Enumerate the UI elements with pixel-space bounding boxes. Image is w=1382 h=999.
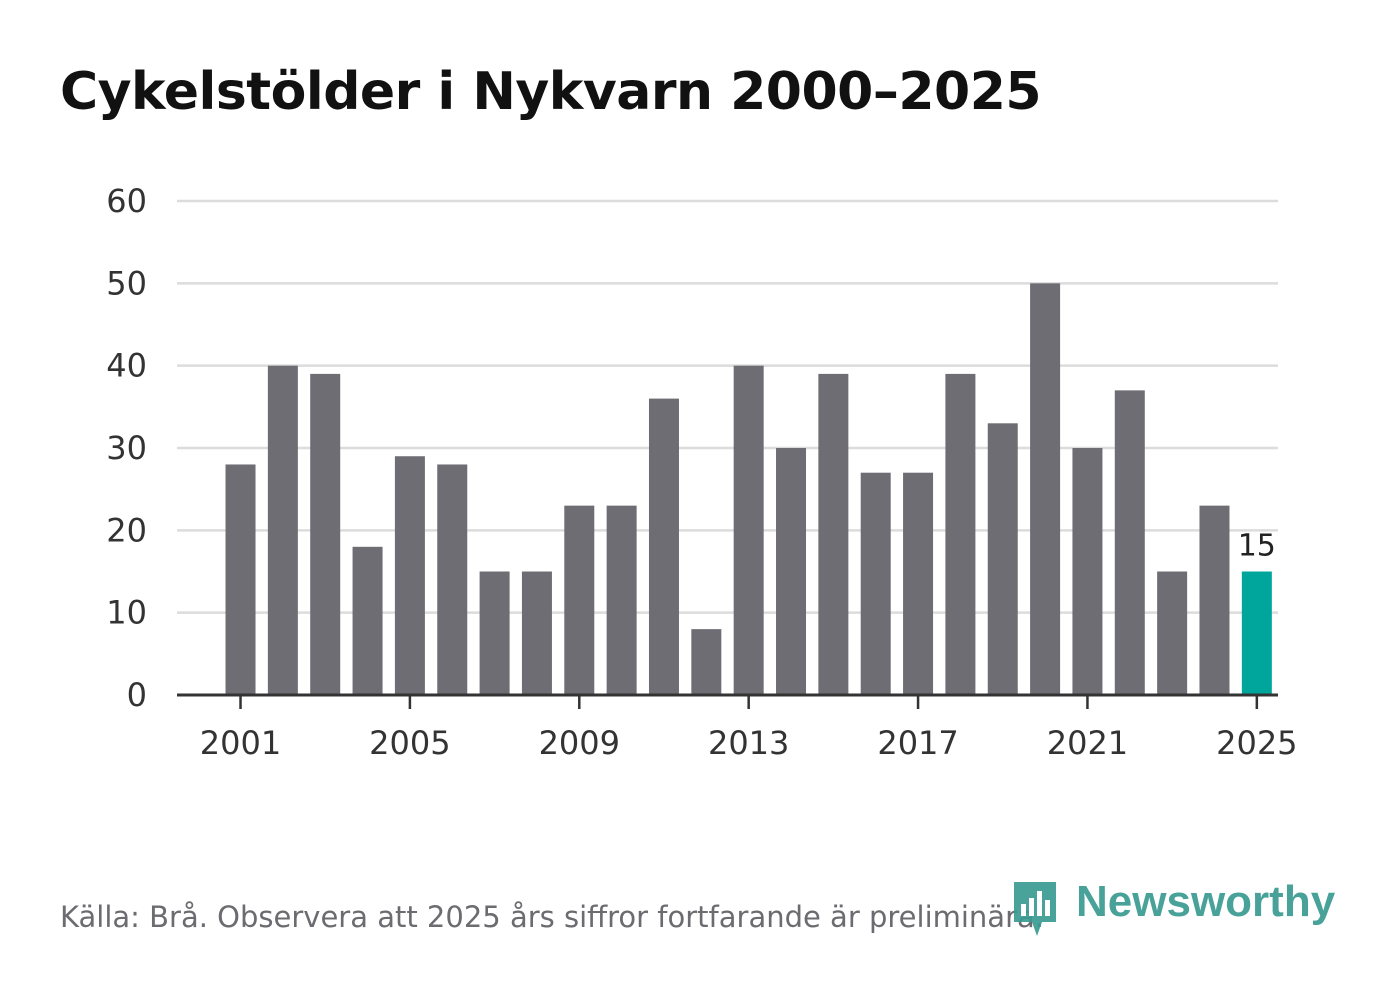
bar (1199, 505, 1230, 695)
y-tick-label: 60 (106, 182, 147, 220)
y-tick-label: 30 (106, 429, 147, 467)
bar (225, 464, 256, 695)
data-label: 15 (1238, 529, 1276, 564)
x-tick-label: 2025 (1216, 724, 1297, 762)
bar (1072, 448, 1103, 695)
bar (648, 398, 679, 695)
y-tick-label: 10 (106, 594, 147, 632)
bar (691, 629, 722, 695)
newsworthy-logo: Newsworthy (1010, 878, 1335, 940)
bar (987, 423, 1018, 695)
source-note: Källa: Brå. Observera att 2025 års siffr… (60, 900, 1044, 934)
bar (394, 456, 425, 695)
bar (733, 365, 764, 695)
bar (776, 448, 807, 695)
y-tick-label: 40 (106, 347, 147, 385)
bar (267, 365, 298, 695)
bar (818, 373, 849, 695)
x-tick-label: 2001 (200, 724, 281, 762)
bar (310, 373, 341, 695)
x-tick-label: 2017 (877, 724, 958, 762)
chart-title: Cykelstölder i Nykvarn 2000–2025 (60, 62, 1042, 122)
bar (1157, 571, 1188, 695)
bar-chart-badge-icon (1014, 882, 1056, 936)
bar (479, 571, 510, 695)
bar (1030, 283, 1061, 695)
x-tick-label: 2009 (539, 724, 620, 762)
bar (860, 472, 891, 695)
y-tick-label: 50 (106, 264, 147, 302)
y-tick-label: 20 (106, 511, 147, 549)
y-tick-label: 0 (127, 676, 147, 714)
bar-highlight (1241, 571, 1272, 695)
bar (437, 464, 468, 695)
logo-text: Newsworthy (1076, 877, 1336, 926)
x-tick-label: 2021 (1047, 724, 1128, 762)
x-tick-label: 2013 (708, 724, 789, 762)
x-tick-label: 2005 (369, 724, 450, 762)
bar (606, 505, 637, 695)
bar (352, 546, 383, 695)
bar (1114, 390, 1145, 695)
bar (903, 472, 934, 695)
bar (521, 571, 552, 695)
bar (945, 373, 976, 695)
bar (564, 505, 595, 695)
